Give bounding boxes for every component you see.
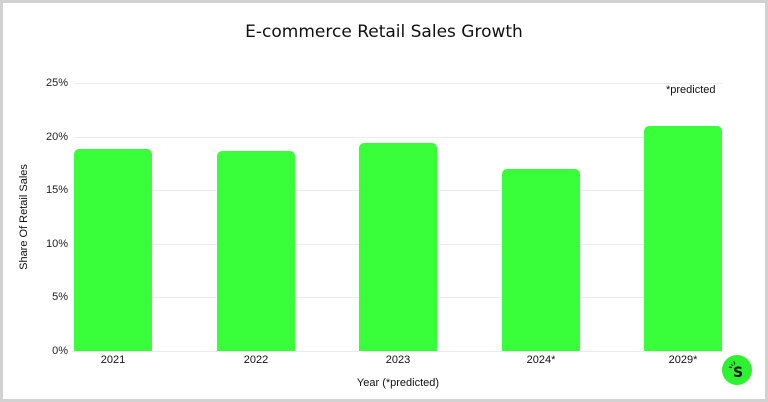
- bar-2023: [359, 143, 437, 351]
- y-axis-label: Share Of Retail Sales: [18, 164, 30, 270]
- x-tick-label: 2023: [385, 354, 411, 366]
- svg-text:S: S: [733, 365, 743, 381]
- x-tick-label: 2021: [100, 354, 126, 366]
- y-tick-label: 10%: [45, 237, 68, 250]
- gridline: [74, 83, 722, 84]
- y-tick-label: 5%: [52, 291, 68, 304]
- bar-2021: [74, 149, 152, 351]
- x-tick-label: 2022: [243, 354, 269, 366]
- gridline: [74, 351, 722, 352]
- x-axis-label: Year (*predicted): [356, 377, 440, 389]
- predicted-annotation: *predicted: [666, 84, 716, 96]
- bar-2024: [502, 168, 580, 351]
- y-tick-label: 0%: [52, 345, 68, 357]
- y-tick-label: 20%: [45, 130, 68, 143]
- y-tick-label: 15%: [45, 184, 68, 197]
- logo-s-icon: S: [728, 361, 743, 381]
- x-tick-label: 2024*: [526, 354, 556, 366]
- brand-logo: S: [722, 355, 752, 385]
- gridline: [74, 136, 722, 138]
- y-tick-label: 25%: [45, 77, 68, 89]
- bar-2029: [644, 125, 722, 351]
- chart-title: E-commerce Retail Sales Growth: [245, 22, 523, 42]
- bar-2022: [217, 150, 295, 351]
- x-tick-label: 2029*: [668, 354, 698, 366]
